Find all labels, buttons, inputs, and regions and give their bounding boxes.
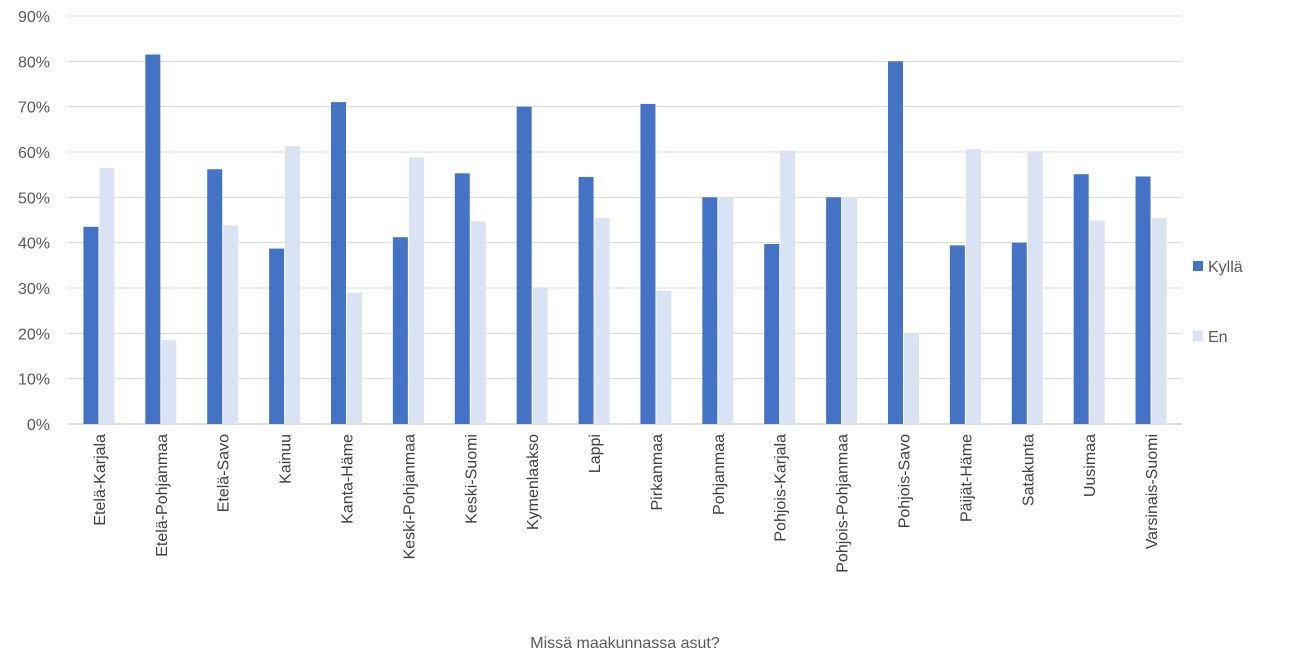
bar-kylla-4 — [331, 102, 346, 424]
x-tick-label: Kainuu — [278, 434, 295, 484]
x-tick-label: Pohjois-Savo — [897, 434, 914, 528]
legend-label: Kyllä — [1208, 259, 1243, 276]
bar-kylla-1 — [145, 54, 161, 425]
x-tick-label: Pohjois-Pohjanmaa — [835, 434, 852, 573]
bar-kylla-0 — [83, 226, 99, 424]
x-tick-label: Keski-Suomi — [463, 434, 480, 524]
bars — [83, 54, 1167, 425]
bar-kylla-15 — [1011, 242, 1027, 424]
bar-en-9 — [656, 290, 672, 424]
bar-kylla-14 — [949, 245, 965, 424]
bar-kylla-17 — [1135, 176, 1151, 424]
x-tick-label: Varsinais-Suomi — [1144, 434, 1161, 549]
bar-kylla-10 — [702, 197, 718, 424]
bar-kylla-6 — [454, 173, 470, 424]
y-tick-label: 10% — [18, 372, 50, 389]
bar-en-0 — [99, 167, 115, 424]
x-tick-label: Satakunta — [1020, 434, 1037, 506]
x-tick-label: Kymenlaakso — [525, 434, 542, 530]
x-tick-label: Etelä-Savo — [216, 434, 233, 512]
bar-kylla-5 — [392, 237, 408, 424]
y-tick-label: 80% — [18, 54, 50, 71]
x-axis-title: Missä maakunnassa asut? — [530, 635, 720, 652]
bar-kylla-7 — [516, 106, 532, 425]
x-tick-label: Uusimaa — [1082, 434, 1099, 497]
x-tick-label: Etelä-Karjala — [92, 434, 109, 526]
bar-en-8 — [594, 217, 610, 424]
bar-en-7 — [532, 288, 548, 424]
bar-en-10 — [718, 197, 734, 424]
bar-en-2 — [223, 225, 239, 424]
y-tick-label: 30% — [18, 281, 50, 298]
bar-en-3 — [285, 146, 301, 424]
x-axis-ticks: Etelä-Karjala Etelä-Pohjanmaa Etelä-Savo Ka… — [92, 434, 1161, 573]
y-tick-label: 50% — [18, 190, 50, 207]
bar-kylla-13 — [888, 61, 903, 424]
x-tick-label: Lappi — [587, 434, 604, 473]
bar-kylla-8 — [578, 176, 594, 424]
bar-kylla-11 — [764, 244, 780, 424]
bar-en-12 — [842, 197, 858, 424]
x-tick-label: Pohjois-Karjala — [773, 434, 790, 542]
x-tick-label: Etelä-Pohjanmaa — [154, 434, 171, 557]
y-axis-ticks: 0% 10% 20% 30% 40% 50% 60% 70% 80% 90% — [18, 9, 50, 434]
legend-swatch — [1193, 331, 1203, 341]
bar-en-15 — [1027, 152, 1043, 424]
legend: Kyllä En — [1193, 259, 1243, 346]
bar-kylla-12 — [826, 197, 842, 424]
legend-swatch — [1193, 261, 1203, 271]
bar-kylla-2 — [207, 169, 223, 424]
gridlines — [68, 15, 1182, 425]
bar-en-17 — [1151, 218, 1167, 424]
bar-en-1 — [161, 340, 177, 424]
y-tick-label: 60% — [18, 145, 50, 162]
y-tick-label: 40% — [18, 236, 50, 253]
x-tick-label: Pirkanmaa — [649, 434, 666, 511]
x-tick-label: Kanta-Häme — [340, 434, 357, 524]
bar-kylla-9 — [640, 103, 656, 425]
x-tick-label: Päijät-Häme — [958, 434, 975, 522]
legend-label: En — [1208, 329, 1228, 346]
bar-en-4 — [347, 292, 362, 424]
x-tick-label: Keski-Pohjanmaa — [401, 434, 418, 560]
bar-en-14 — [965, 149, 981, 424]
bar-en-11 — [780, 150, 796, 424]
bar-en-6 — [470, 221, 486, 424]
x-tick-label: Pohjanmaa — [711, 434, 728, 515]
y-tick-label: 0% — [27, 417, 50, 434]
bar-en-5 — [408, 157, 424, 424]
y-tick-label: 20% — [18, 326, 50, 343]
bar-kylla-16 — [1073, 174, 1089, 424]
y-tick-label: 70% — [18, 100, 50, 117]
y-tick-label: 90% — [18, 9, 50, 26]
bar-en-16 — [1089, 220, 1105, 424]
bar-kylla-3 — [269, 248, 285, 424]
bar-en-13 — [904, 333, 919, 424]
